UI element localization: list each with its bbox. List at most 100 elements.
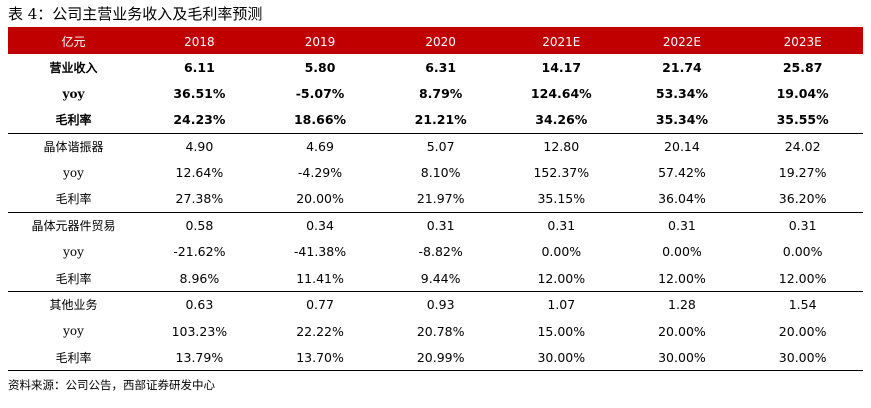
forecast-table: 亿元 2018 2019 2020 2021E 2022E 2023E 营业收入…: [8, 29, 863, 372]
value-cell: 12.00%: [742, 265, 863, 293]
value-cell: 30.00%: [500, 344, 622, 372]
table-row: 其他业务 0.63 0.77 0.93 1.07 1.28 1.54: [8, 292, 863, 318]
value-cell: 6.11: [183, 59, 215, 75]
value-cell: 12.00%: [621, 265, 743, 293]
value-cell: -41.38%: [293, 244, 347, 260]
value-cell: 0.31: [547, 218, 576, 234]
value-cell: 27.38%: [139, 185, 260, 213]
row-label: 晶体元器件贸易: [31, 219, 116, 234]
row-label: 晶体谐振器: [43, 140, 104, 155]
value-cell: 20.00%: [259, 185, 381, 213]
table-row: yoy 36.51% -5.07% 8.79% 124.64% 53.34% 19.04%: [8, 80, 863, 106]
value-cell: 24.23%: [139, 106, 260, 134]
value-cell: 1.54: [788, 297, 817, 313]
value-cell: 15.00%: [537, 323, 586, 339]
value-cell: 0.63: [185, 297, 214, 313]
value-cell: 35.34%: [621, 106, 743, 134]
value-cell: 30.00%: [621, 344, 743, 372]
value-cell: 22.22%: [296, 323, 344, 339]
header-cell-2020: 2020: [425, 34, 456, 49]
table-row: 营业收入 6.11 5.80 6.31 14.17 21.74 25.87: [8, 54, 863, 80]
table-body: 营业收入 6.11 5.80 6.31 14.17 21.74 25.87 yoy 36.51%…: [8, 54, 863, 372]
value-cell: 21.21%: [380, 106, 501, 134]
value-cell: 124.64%: [530, 86, 592, 102]
value-cell: 36.51%: [173, 86, 226, 102]
table-title: 表 4：公司主营业务收入及毛利率预测: [8, 5, 263, 23]
value-cell: 1.28: [668, 297, 696, 313]
value-cell: 103.23%: [171, 323, 228, 339]
source-note: 资料来源：公司公告，西部证券研发中心: [8, 378, 215, 392]
value-cell: 0.00%: [662, 244, 702, 260]
table-row: 毛利率 24.23% 18.66% 21.21% 34.26% 35.34% 35.55%: [8, 106, 863, 134]
value-cell: 20.78%: [416, 323, 465, 339]
value-cell: 1.07: [547, 297, 576, 313]
value-cell: -5.07%: [295, 86, 345, 102]
table-row: 毛利率 27.38% 20.00% 21.97% 35.15% 36.04% 36.20%: [8, 185, 863, 213]
row-label: yoy: [62, 86, 85, 101]
value-cell: 0.31: [426, 218, 455, 234]
row-label: yoy: [63, 244, 84, 259]
value-cell: 13.79%: [139, 344, 260, 372]
value-cell: 12.80: [543, 139, 580, 155]
table-row: yoy -21.62% -41.38% -8.82% 0.00% 0.00% 0.00%: [8, 239, 863, 265]
value-cell: 30.00%: [742, 344, 863, 372]
value-cell: 0.93: [426, 297, 455, 313]
value-cell: 36.20%: [742, 185, 863, 213]
value-cell: 24.02: [784, 139, 821, 155]
value-cell: 6.31: [425, 59, 457, 75]
table-row: 晶体谐振器 4.90 4.69 5.07 12.80 20.14 24.02: [8, 133, 863, 159]
value-cell: 19.04%: [776, 86, 829, 102]
value-cell: 21.74: [662, 59, 702, 75]
value-cell: 5.80: [304, 59, 336, 75]
value-cell: 152.37%: [533, 165, 590, 181]
value-cell: 34.26%: [500, 106, 622, 134]
header-cell-2022e: 2022E: [662, 34, 701, 49]
value-cell: 57.42%: [658, 165, 706, 181]
value-cell: 0.77: [306, 297, 334, 313]
value-cell: -21.62%: [173, 244, 226, 260]
header-cell-2021e: 2021E: [542, 34, 581, 49]
value-cell: 14.17: [541, 59, 582, 75]
value-cell: 13.70%: [259, 344, 381, 372]
value-cell: 0.58: [185, 218, 214, 234]
header-cell-2023e: 2023E: [783, 34, 822, 49]
table-header-row: 亿元 2018 2019 2020 2021E 2022E 2023E: [8, 29, 863, 54]
table-row: yoy 12.64% -4.29% 8.10% 152.37% 57.42% 19.27%: [8, 160, 863, 186]
table-row: yoy 103.23% 22.22% 20.78% 15.00% 20.00% 20.00%: [8, 318, 863, 344]
value-cell: 20.99%: [380, 344, 501, 372]
header-cell-unit: 亿元: [61, 35, 86, 49]
value-cell: 25.87: [782, 59, 823, 75]
table-row: 毛利率 8.96% 11.41% 9.44% 12.00% 12.00% 12.00%: [8, 265, 863, 293]
value-cell: -4.29%: [297, 165, 343, 181]
value-cell: 5.07: [426, 139, 455, 155]
row-label: yoy: [63, 165, 84, 180]
row-label: 毛利率: [8, 344, 140, 372]
value-cell: 35.15%: [500, 185, 622, 213]
table-row: 晶体元器件贸易 0.58 0.34 0.31 0.31 0.31 0.31: [8, 212, 863, 238]
value-cell: 20.00%: [658, 323, 706, 339]
value-cell: 35.55%: [742, 106, 863, 134]
title-divider: [8, 27, 863, 29]
value-cell: 8.96%: [139, 265, 260, 293]
value-cell: 20.00%: [778, 323, 827, 339]
row-label: 营业收入: [49, 60, 98, 75]
value-cell: 0.31: [668, 218, 696, 234]
value-cell: 36.04%: [621, 185, 743, 213]
value-cell: 0.31: [788, 218, 817, 234]
value-cell: 21.97%: [380, 185, 501, 213]
value-cell: 0.34: [306, 218, 334, 234]
table-row: 毛利率 13.79% 13.70% 20.99% 30.00% 30.00% 30.00%: [8, 344, 863, 372]
value-cell: 8.10%: [420, 165, 461, 181]
header-cell-2019: 2019: [304, 34, 336, 49]
value-cell: 18.66%: [259, 106, 381, 134]
row-label: 毛利率: [8, 185, 140, 213]
value-cell: 20.14: [664, 139, 700, 155]
row-label: 其他业务: [49, 298, 98, 313]
row-label: yoy: [63, 324, 84, 339]
value-cell: -8.82%: [418, 244, 463, 260]
value-cell: 8.79%: [418, 86, 463, 102]
value-cell: 53.34%: [655, 86, 708, 102]
value-cell: 0.00%: [782, 244, 823, 260]
value-cell: 0.00%: [541, 244, 582, 260]
row-label: 毛利率: [8, 106, 140, 134]
